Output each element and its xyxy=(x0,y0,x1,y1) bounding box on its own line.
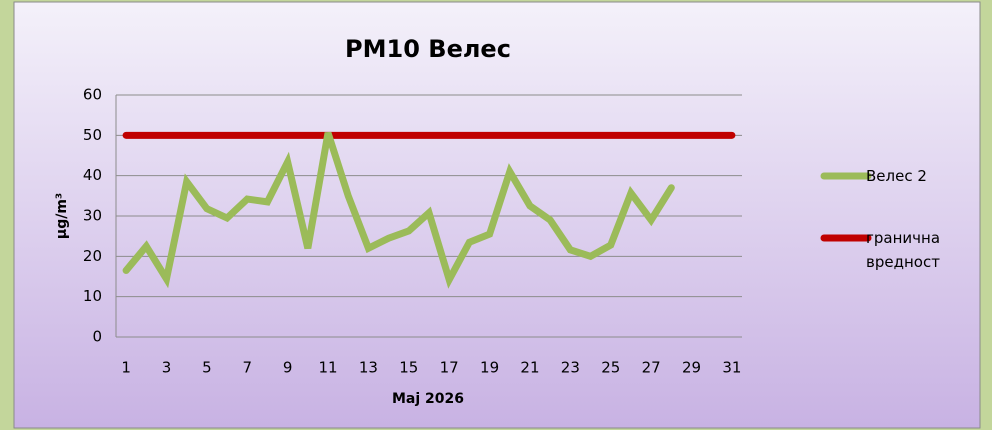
x-axis-label: Мај 2026 xyxy=(392,391,464,407)
x-tick-label: 3 xyxy=(162,359,172,377)
x-tick-label: 5 xyxy=(202,359,212,377)
x-tick-label: 13 xyxy=(359,359,378,377)
y-tick-label: 40 xyxy=(83,166,102,184)
x-tick-label: 19 xyxy=(480,359,499,377)
legend-label: гранична вредност xyxy=(866,229,941,271)
x-tick-label: 21 xyxy=(520,359,539,377)
y-tick-label: 20 xyxy=(83,247,102,265)
x-tick-label: 25 xyxy=(601,359,620,377)
x-tick-label: 17 xyxy=(440,359,459,377)
series-line xyxy=(122,131,675,289)
y-tick-label: 10 xyxy=(83,287,102,305)
x-tick-label: 31 xyxy=(722,359,741,377)
y-tick-label: 50 xyxy=(83,126,102,144)
y-axis-label: µg/m³ xyxy=(54,193,70,239)
y-tick-label: 60 xyxy=(83,86,102,104)
x-tick-label: 11 xyxy=(318,359,337,377)
legend-label: Велес 2 xyxy=(866,167,927,185)
y-tick-label: 0 xyxy=(92,328,102,346)
chart-title: PM10 Велес xyxy=(345,35,511,63)
x-tick-label: 1 xyxy=(121,359,131,377)
x-tick-label: 7 xyxy=(242,359,252,377)
x-tick-label: 23 xyxy=(561,359,580,377)
x-tick-label: 27 xyxy=(642,359,661,377)
x-tick-label: 9 xyxy=(283,359,293,377)
x-tick-label: 29 xyxy=(682,359,701,377)
x-tick-label: 15 xyxy=(399,359,418,377)
y-tick-label: 30 xyxy=(83,207,102,225)
